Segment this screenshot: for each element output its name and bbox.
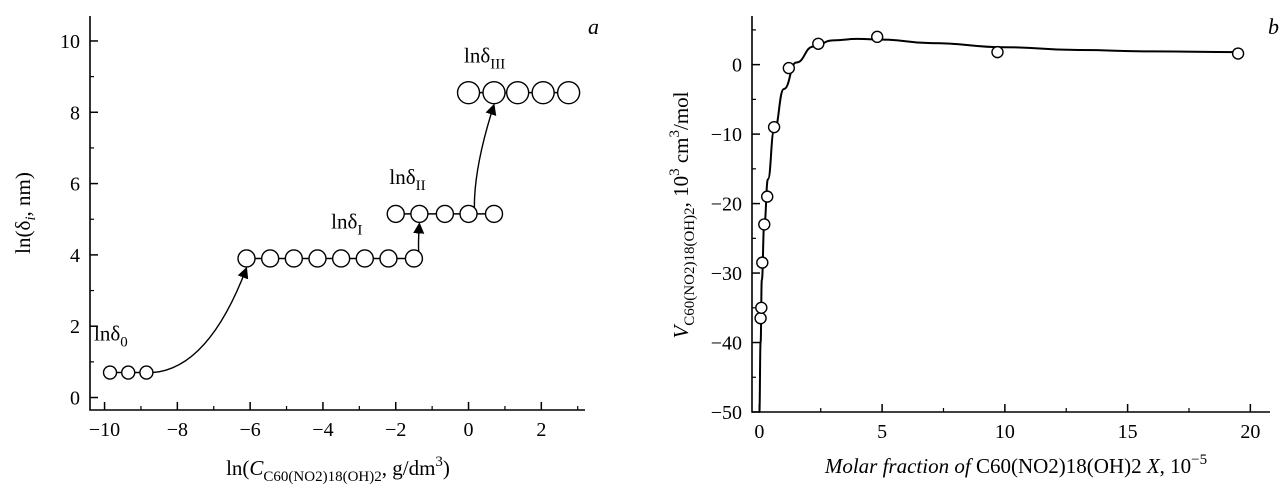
panel-b-y-tick-label: −50 (711, 402, 742, 424)
panel-b-axes-frame (751, 16, 1270, 413)
panel-b-ticks: 0 5 10 15 20 −50 −40 −30 −20 −10 0 (711, 29, 1260, 443)
panel-b-y-tick-label: −40 (711, 333, 742, 355)
panel-a-point (308, 249, 327, 268)
panel-a-y-tick-label: 2 (70, 316, 80, 338)
panel-a-point (531, 80, 555, 105)
panel-b-x-tick-label: 10 (995, 421, 1015, 443)
panel-a-series-labels: lnδ0 lnδI lnδII lnδIII (94, 44, 505, 351)
panel-b-point (1231, 47, 1245, 60)
panel-a-point (410, 204, 429, 224)
panel-a-transition-arrow (152, 266, 249, 374)
panel-a-point (260, 249, 280, 268)
panel-a-x-tick-label: −10 (89, 419, 120, 441)
panel-a-point (386, 204, 405, 224)
panel-a-point (121, 365, 136, 380)
panel-b-point (871, 30, 884, 44)
panel-a-point (139, 365, 154, 380)
panel-b-point (758, 218, 771, 231)
panel-a-letter: a (588, 14, 599, 39)
panel-a-y-axis-label: ln(δi, nm) (11, 172, 39, 254)
panel-a-y-tick-label: 4 (70, 245, 80, 267)
panel-a-x-tick-label: −2 (385, 419, 406, 441)
panel-a-point (556, 80, 581, 105)
panel-a-arrows (152, 103, 497, 374)
panel-a-point (379, 249, 398, 268)
panel-b-x-tick-label: 5 (877, 421, 887, 443)
panel-a-point (456, 80, 481, 105)
panel-a-y-tick-label: 8 (70, 102, 80, 124)
panel-a-points (102, 80, 581, 380)
panel-a-point (435, 204, 455, 224)
panel-a-x-tick-label: −6 (240, 419, 261, 441)
panel-a-y-tick-label: 6 (70, 174, 80, 196)
panel-a-x-tick-label: −8 (167, 419, 188, 441)
panel-a-point (404, 249, 424, 268)
panel-a-point (482, 80, 506, 105)
panel-a-chart: −10 −8 −6 −4 −2 0 2 0 2 4 6 8 10 lnδ0 lnδI lnδII lnδIII… (11, 14, 599, 485)
panel-b-point (754, 312, 767, 325)
panel-b-x-tick-label: 15 (1118, 421, 1138, 443)
panel-a-transition-arrow (473, 103, 497, 214)
panel-b-fit-curve (758, 37, 1239, 413)
panel-a-series-label: lnδI (331, 209, 362, 238)
panel-b-letter: b (1268, 14, 1279, 39)
panel-a-point (459, 204, 478, 224)
panel-b-point (991, 45, 1004, 59)
panel-a-y-tick-label: 0 (70, 388, 80, 410)
panel-a-point (284, 249, 304, 268)
panel-a-series-label: lnδ0 (94, 322, 128, 351)
panel-b-y-axis-label: VC60(NO2)18(OH)2, 103 cm3/mol (667, 91, 698, 338)
panel-b-points (754, 30, 1245, 325)
panel-b-y-tick-label: 0 (732, 55, 742, 77)
panel-b-chart: 0 5 10 15 20 −50 −40 −30 −20 −10 0 b VC60(NO2)18(O… (667, 14, 1279, 478)
panel-a-x-tick-label: 2 (536, 419, 546, 441)
panel-a-y-tick-label: 10 (60, 31, 80, 53)
panel-a-ticks: −10 −8 −6 −4 −2 0 2 0 2 4 6 8 10 (60, 31, 579, 441)
panel-a-point (237, 249, 256, 268)
panel-b-point (756, 256, 769, 269)
panel-b-point (812, 37, 825, 50)
panel-b-point (767, 120, 781, 134)
panel-b-x-tick-label: 0 (754, 421, 764, 443)
panel-a-x-axis-label: ln(CC60(NO2)18(OH)2, g/dm3) (226, 454, 450, 485)
panel-b-point (755, 301, 768, 314)
panel-a-x-tick-label: −4 (312, 419, 333, 441)
panel-a-point (102, 365, 118, 380)
panel-a-series-label: lnδII (389, 165, 425, 194)
panel-b-y-tick-label: −10 (711, 124, 742, 146)
panel-a-point (484, 204, 504, 224)
panel-b-x-axis-label: Molar fraction of C60(NO2)18(OH)2 X, 10−… (824, 452, 1207, 478)
panel-a-x-tick-label: 0 (464, 419, 474, 441)
panel-b-y-tick-label: −20 (711, 194, 742, 216)
panel-a-point (331, 249, 351, 268)
panel-a-point (355, 249, 374, 268)
panel-b-point (782, 61, 796, 75)
panel-a-series-label: lnδIII (464, 44, 505, 73)
panel-b-y-tick-label: −30 (711, 263, 742, 285)
panel-a-point (505, 80, 530, 105)
panel-b-x-tick-label: 20 (1240, 421, 1260, 443)
panel-b-point (761, 190, 774, 203)
